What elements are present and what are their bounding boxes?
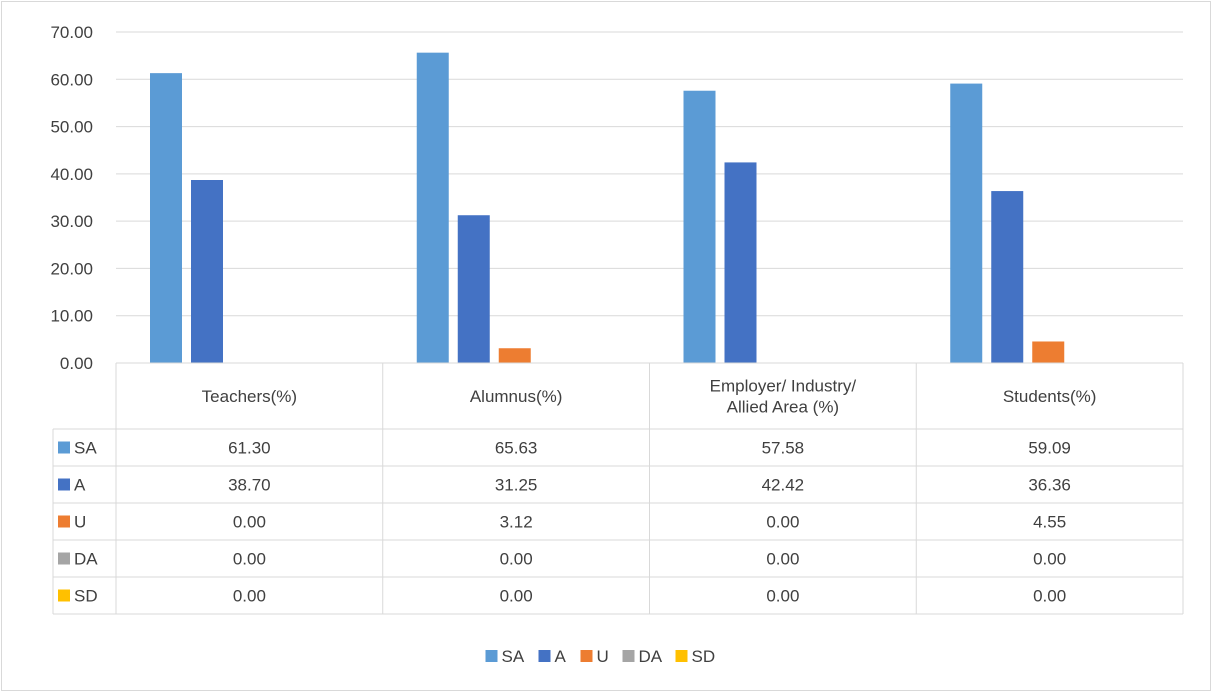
legend-key-sd	[675, 650, 688, 662]
bar-a	[724, 162, 757, 363]
data-label: 0.00	[233, 513, 266, 532]
y-tick-label: 0.00	[60, 354, 93, 373]
bar-a	[457, 215, 490, 363]
table-series-label: SA	[74, 439, 97, 458]
legend-label: A	[555, 647, 567, 666]
data-label: 4.55	[1033, 513, 1066, 532]
y-tick-label: 50.00	[50, 118, 93, 137]
bar-a	[991, 191, 1024, 363]
data-label: 0.00	[500, 587, 533, 606]
y-tick-label: 40.00	[50, 165, 93, 184]
legend-label: DA	[639, 647, 663, 666]
legend-key-u	[580, 650, 593, 662]
table-legend-key-a	[58, 478, 70, 491]
table-legend-key-sd	[58, 589, 70, 602]
y-tick-label: 60.00	[50, 70, 93, 89]
table-series-label: DA	[74, 550, 98, 569]
legend-key-da	[622, 650, 635, 662]
table-series-label: A	[74, 476, 86, 495]
category-label: Alumnus(%)	[470, 387, 563, 406]
bar-a	[191, 180, 223, 363]
category-label: Allied Area (%)	[727, 398, 839, 417]
data-label: 0.00	[1033, 587, 1066, 606]
category-label: Students(%)	[1003, 387, 1097, 406]
legend-label: SA	[502, 647, 525, 666]
y-tick-label: 20.00	[50, 259, 93, 278]
data-label: 61.30	[228, 439, 271, 458]
table-series-label: U	[74, 513, 86, 532]
data-label: 0.00	[1033, 550, 1066, 569]
legend-key-a	[538, 650, 551, 662]
legend-label: U	[597, 647, 609, 666]
legend-label: SD	[692, 647, 716, 666]
data-label: 0.00	[766, 513, 799, 532]
data-label: 0.00	[766, 550, 799, 569]
data-label: 59.09	[1028, 439, 1071, 458]
bar-sa	[150, 73, 182, 363]
data-label: 38.70	[228, 476, 271, 495]
data-label: 31.25	[495, 476, 538, 495]
bar-sa	[950, 83, 983, 363]
data-label: 3.12	[500, 513, 533, 532]
data-label: 0.00	[500, 550, 533, 569]
table-legend-key-sa	[58, 441, 70, 454]
bar-u	[498, 348, 531, 363]
data-label: 36.36	[1028, 476, 1071, 495]
bar-sa	[683, 90, 716, 364]
table-legend-key-da	[58, 552, 70, 565]
data-label: 0.00	[233, 550, 266, 569]
y-tick-label: 70.00	[50, 23, 93, 42]
data-label: 57.58	[762, 439, 805, 458]
category-label: Employer/ Industry/	[710, 377, 857, 396]
data-label: 0.00	[233, 587, 266, 606]
table-legend-key-u	[58, 515, 70, 528]
data-label: 0.00	[766, 587, 799, 606]
data-label: 42.42	[762, 476, 805, 495]
y-tick-label: 30.00	[50, 212, 93, 231]
data-label: 65.63	[495, 439, 538, 458]
legend-key-sa	[485, 650, 498, 662]
table-series-label: SD	[74, 587, 98, 606]
bar-sa	[416, 52, 449, 364]
y-tick-label: 10.00	[50, 307, 93, 326]
category-label: Teachers(%)	[202, 387, 297, 406]
bar-u	[1032, 341, 1065, 363]
